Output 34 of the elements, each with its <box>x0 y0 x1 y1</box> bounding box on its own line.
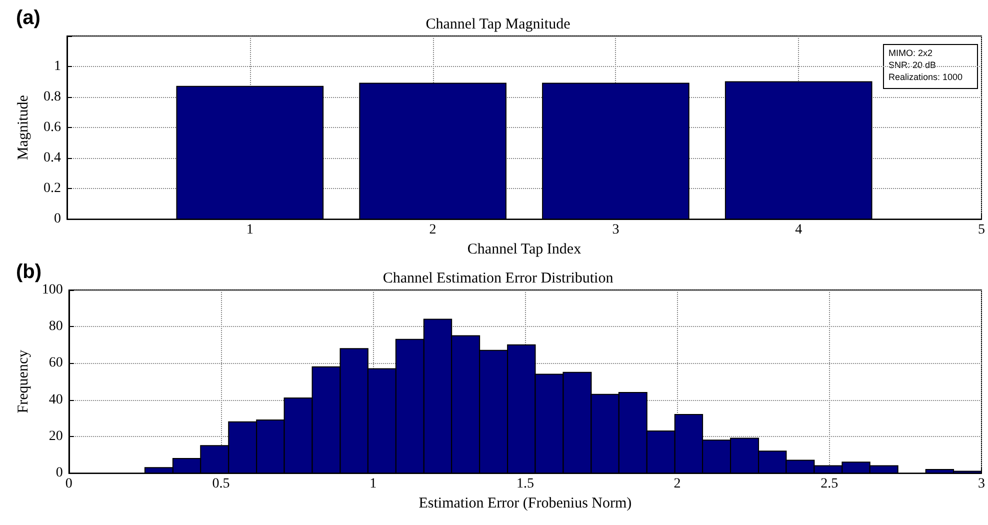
y-tick-label: 0 <box>56 466 63 481</box>
y-tick-label: 80 <box>48 319 63 334</box>
y-tick-label: 20 <box>48 428 63 444</box>
y-tick-label: 60 <box>48 356 63 371</box>
chart-title: Channel Estimation Error Distribution <box>382 270 614 286</box>
y-tick-label: 0.4 <box>44 150 61 166</box>
x-tick-label: 0.5 <box>212 476 230 492</box>
text: (b) <box>16 261 42 283</box>
x-tick-label: 2 <box>429 222 436 238</box>
x-tick-label: 3 <box>978 476 985 492</box>
y-tick-label: 0.8 <box>44 90 61 105</box>
y-tick-label: 1 <box>54 59 61 74</box>
y-tick-label: 0.6 <box>44 120 61 136</box>
x-tick-label: 2 <box>674 476 681 492</box>
y-tick-label: 0.2 <box>44 181 61 196</box>
x-tick-label: 1.5 <box>516 476 534 492</box>
y-axis-title: Magnitude <box>16 94 32 160</box>
x-axis-title: Channel Tap Index <box>467 242 582 258</box>
annotation: Realizations: 1000 <box>888 72 963 82</box>
x-tick-label: 4 <box>795 222 802 238</box>
x-tick-label: 5 <box>978 222 985 238</box>
annotation: MIMO: 2x2 <box>888 48 933 58</box>
y-tick-label: 0 <box>54 212 61 227</box>
text: (a) <box>16 7 40 29</box>
x-tick-label: 0 <box>65 476 72 492</box>
y-tick-label: 100 <box>42 282 63 298</box>
x-axis-title: Estimation Error (Frobenius Norm) <box>418 496 632 512</box>
x-tick-label: 1 <box>246 222 254 238</box>
x-tick-label: 2.5 <box>820 476 838 492</box>
y-tick-label: 40 <box>48 392 63 408</box>
y-axis-title: Frequency <box>16 349 32 414</box>
x-tick-label: 1 <box>370 476 377 492</box>
chart-title: Channel Tap Magnitude <box>426 16 571 32</box>
x-tick-label: 3 <box>612 222 620 238</box>
